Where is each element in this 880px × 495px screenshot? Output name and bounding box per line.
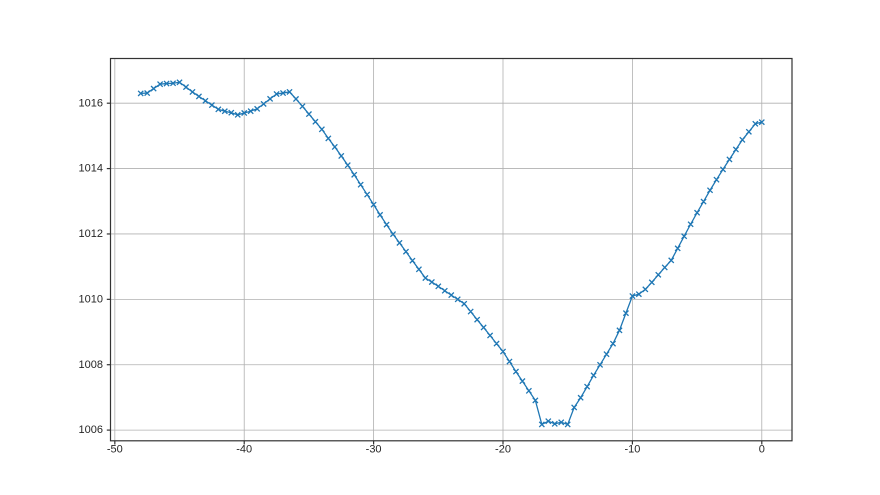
svg-text:-30: -30 bbox=[366, 444, 382, 456]
svg-text:1008: 1008 bbox=[79, 359, 103, 371]
svg-text:1006: 1006 bbox=[79, 424, 103, 436]
svg-text:-10: -10 bbox=[624, 444, 640, 456]
svg-text:-50: -50 bbox=[107, 444, 123, 456]
svg-text:1010: 1010 bbox=[79, 293, 103, 305]
svg-text:0: 0 bbox=[759, 444, 765, 456]
svg-text:-20: -20 bbox=[495, 444, 511, 456]
svg-text:1014: 1014 bbox=[79, 163, 103, 175]
svg-text:-40: -40 bbox=[236, 444, 252, 456]
svg-text:1016: 1016 bbox=[79, 97, 103, 109]
svg-text:1012: 1012 bbox=[79, 228, 103, 240]
